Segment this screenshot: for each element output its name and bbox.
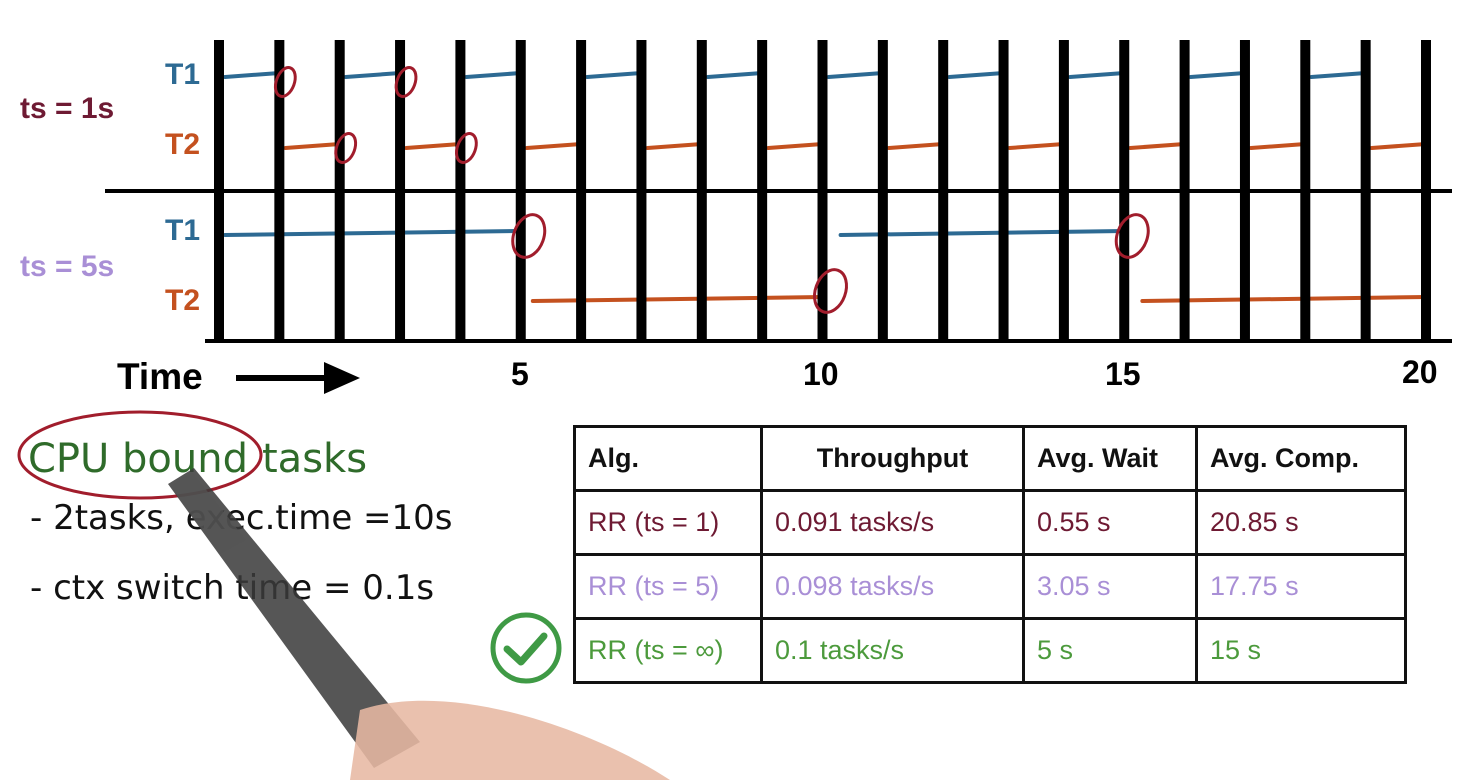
execution-segment	[1007, 142, 1066, 150]
execution-segment	[1140, 295, 1428, 303]
table-row: RR (ts = 5) 0.098 tasks/s 3.05 s 17.75 s	[573, 553, 1407, 620]
task-label-ts1-t2: T2	[165, 128, 201, 161]
execution-segment	[1248, 142, 1308, 150]
table-header-row: Alg. Throughput Avg. Wait Avg. Comp.	[573, 425, 1407, 492]
cell-throughput: 0.098 tasks/s	[760, 553, 1025, 620]
results-table: Alg. Throughput Avg. Wait Avg. Comp. RR …	[573, 425, 1407, 684]
execution-segment	[826, 71, 885, 79]
cell-avg-wait: 0.55 s	[1022, 489, 1198, 556]
execution-segment	[947, 71, 1006, 79]
context-switch-mark	[455, 132, 478, 164]
context-switch-mark	[273, 66, 297, 98]
arrow-right-icon	[236, 362, 360, 394]
cell-avg-wait: 3.05 s	[1022, 553, 1198, 620]
context-switch-mark	[511, 213, 547, 259]
table-row: RR (ts = 1) 0.091 tasks/s 0.55 s 20.85 s	[573, 489, 1407, 556]
cell-avg-comp: 20.85 s	[1195, 489, 1407, 556]
task-label-ts1-t1: T1	[165, 58, 201, 91]
context-switch-mark	[813, 268, 848, 314]
tick-label-20: 20	[1402, 354, 1438, 390]
cell-alg: RR (ts = 1)	[573, 489, 763, 556]
cell-throughput: 0.1 tasks/s	[760, 617, 1025, 684]
section-label-ts5: ts = 5s	[20, 250, 115, 283]
execution-segment	[1067, 71, 1127, 79]
cell-avg-comp: 17.75 s	[1195, 553, 1407, 620]
marker-pen	[168, 468, 670, 780]
execution-segment	[223, 229, 523, 237]
execution-segment	[283, 142, 342, 150]
cell-avg-wait: 5 s	[1022, 617, 1198, 684]
tick-label-15: 15	[1105, 356, 1141, 392]
execution-segment	[645, 142, 704, 150]
execution-segment	[838, 229, 1127, 237]
time-axis-label: Time	[117, 356, 203, 397]
notes-line-ctx-switch: - ctx switch time = 0.1s	[30, 568, 435, 608]
execution-segment	[1369, 142, 1428, 150]
header-alg: Alg.	[573, 425, 763, 492]
context-switch-mark	[394, 66, 418, 98]
header-avg-comp: Avg. Comp.	[1195, 425, 1407, 492]
execution-segment	[886, 142, 946, 150]
context-switch-mark	[1114, 213, 1150, 259]
section-label-ts1: ts = 1s	[20, 92, 115, 125]
header-avg-wait: Avg. Wait	[1022, 425, 1198, 492]
execution-segment	[705, 71, 765, 79]
notes-heading-rest: tasks	[262, 436, 368, 482]
notes-heading-circled: CPU bound	[28, 436, 248, 482]
circle-annotation	[17, 410, 263, 500]
header-throughput: Throughput	[760, 425, 1025, 492]
execution-segment	[343, 71, 403, 79]
cell-throughput: 0.091 tasks/s	[760, 489, 1025, 556]
execution-segment	[766, 142, 825, 150]
cell-avg-comp: 15 s	[1195, 617, 1407, 684]
execution-segment	[404, 142, 463, 150]
execution-segment	[524, 142, 584, 150]
execution-segment	[464, 71, 523, 79]
execution-segment	[1188, 71, 1247, 79]
scheduling-timeline-diagram	[105, 40, 1452, 343]
execution-segment	[223, 71, 282, 79]
context-switch-mark	[334, 132, 358, 164]
checkmark-icon	[490, 612, 562, 684]
task-label-ts5-t1: T1	[165, 214, 201, 247]
execution-segment	[585, 71, 644, 79]
execution-segment	[1309, 71, 1368, 79]
cell-alg: RR (ts = ∞)	[573, 617, 763, 684]
execution-segment	[1128, 142, 1187, 150]
cell-alg: RR (ts = 5)	[573, 553, 763, 620]
task-label-ts5-t2: T2	[165, 284, 201, 317]
tick-label-5: 5	[511, 356, 529, 392]
tick-label-10: 10	[803, 356, 839, 392]
table-row: RR (ts = ∞) 0.1 tasks/s 5 s 15 s	[573, 617, 1407, 684]
